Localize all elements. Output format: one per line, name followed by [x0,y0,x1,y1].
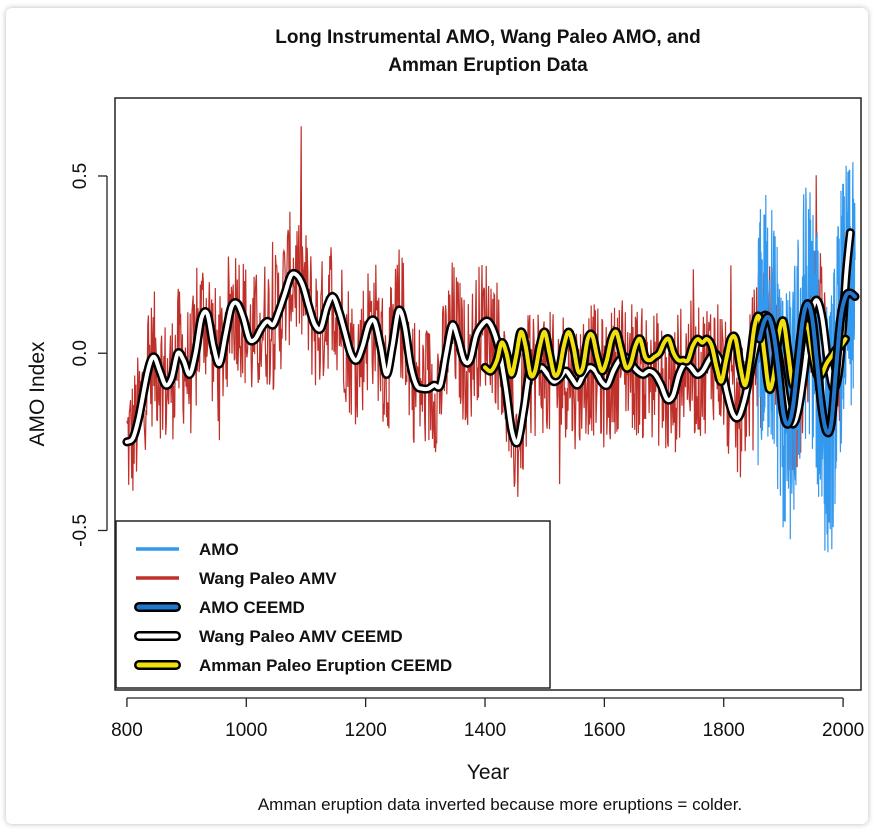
y-axis: -0.5 0.0 0.5 [70,163,108,547]
x-tick-label: 800 [111,720,143,741]
y-axis-label: AMO Index [26,341,49,447]
chart-legend: AMO Wang Paleo AMV AMO CEEMD Wang Paleo AMV… [115,520,551,689]
x-tick-label: 1800 [703,720,745,741]
x-tick-label: 1000 [225,720,267,741]
x-tick-label: 1400 [464,720,506,741]
legend-label: Wang Paleo AMV [199,569,337,588]
series-amo-ceemd [757,290,857,435]
chart-title-line-2: Amman Eruption Data [388,55,588,76]
legend-label: Amman Paleo Eruption CEEMD [199,656,452,675]
series-wang-paleo-amv-ceemd [124,230,853,445]
x-tick-label: 2000 [822,720,864,741]
series-amman-eruption-ceemd [483,313,848,392]
legend-box [115,520,551,689]
x-tick-label: 1200 [345,720,387,741]
y-tick-label: 0.0 [70,340,91,366]
x-axis: 800 1000 1200 1400 1600 1800 2000 [111,697,864,741]
series-wang-paleo-amv [126,126,850,497]
x-axis-label: Year [467,761,509,784]
y-tick-label: -0.5 [70,514,91,547]
chart-title-line-1: Long Instrumental AMO, Wang Paleo AMO, a… [275,27,700,48]
legend-label: AMO CEEMD [199,598,305,617]
plot-box [114,97,862,691]
legend-label: Wang Paleo AMV CEEMD [199,627,403,646]
ceemd-series-layer [122,228,860,448]
y-tick-label: 0.5 [70,163,91,189]
footnote: Amman eruption data inverted because mor… [258,795,742,814]
legend-label: AMO [199,540,239,559]
x-tick-label: 1600 [583,720,625,741]
